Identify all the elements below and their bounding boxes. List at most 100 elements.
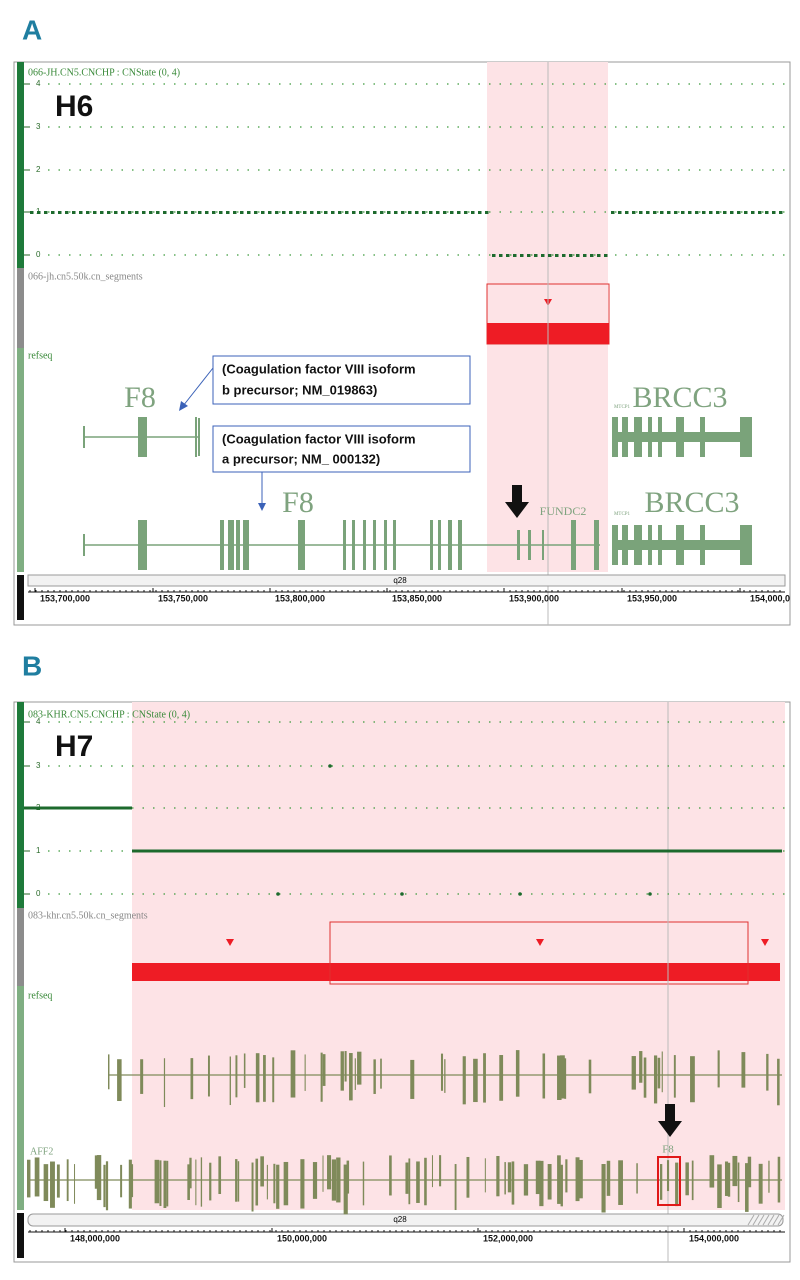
cn-dot (212, 211, 216, 214)
exon (138, 417, 147, 457)
cn-dot (352, 211, 356, 214)
cn-dot (303, 211, 307, 214)
hatch (757, 1214, 765, 1226)
exon (747, 1156, 752, 1188)
exon (724, 1161, 729, 1196)
cn-dot (688, 211, 692, 214)
cn-dot (170, 211, 174, 214)
cn-dot (324, 211, 328, 214)
black-arrow (505, 485, 529, 518)
cn-dot (359, 211, 363, 214)
callout-text: (Coagulation factor VIII isoform (222, 361, 416, 376)
cn-dot (604, 254, 608, 257)
cn-dot (142, 211, 146, 214)
track-label: 083-KHR.CN5.CNCHP : CNState (0, 4) (28, 709, 190, 720)
cn-dot (751, 211, 755, 214)
exon (517, 530, 520, 560)
cn-tick-label: 3 (36, 761, 41, 770)
cn-tick-label: 0 (36, 889, 41, 898)
cn-dot (646, 211, 650, 214)
exon (393, 520, 396, 570)
cn-dot (317, 211, 321, 214)
exon (27, 1159, 31, 1198)
exon (105, 1161, 109, 1211)
exon (639, 1051, 643, 1083)
exon (741, 1052, 746, 1088)
cn-dot (366, 211, 370, 214)
exon (163, 1058, 166, 1108)
exon (138, 520, 147, 570)
exon (661, 1051, 663, 1093)
cn-tick-label: 1 (36, 846, 41, 855)
exon (228, 520, 234, 570)
exon (344, 1051, 347, 1082)
cn-dot (51, 211, 55, 214)
exon (384, 520, 387, 570)
cn-dot (373, 211, 377, 214)
exon (717, 1050, 720, 1088)
exon (732, 1155, 738, 1187)
cn-dot (422, 211, 426, 214)
exon (373, 520, 376, 570)
exon (458, 520, 462, 570)
cn-dot (632, 211, 636, 214)
cn-dot (639, 211, 643, 214)
exon (83, 426, 85, 448)
exon (405, 1162, 409, 1194)
exon (117, 1059, 122, 1102)
exon (690, 1056, 695, 1103)
exon (515, 1050, 520, 1097)
exon (440, 1053, 444, 1091)
exon (66, 1159, 69, 1202)
exon (237, 1161, 240, 1202)
cn-dot (289, 211, 293, 214)
cn-dot (562, 254, 566, 257)
sample-label: H6 (55, 90, 93, 123)
cn-dot (653, 211, 657, 214)
exon (340, 1051, 344, 1091)
exon (758, 1163, 763, 1204)
exon (727, 1162, 731, 1197)
exon (643, 1057, 647, 1098)
exon (565, 1159, 568, 1193)
callout-text: (Coagulation factor VIII isoform (222, 431, 416, 446)
track-label: refseq (28, 350, 52, 361)
cn-dot (107, 211, 111, 214)
cn-dot (296, 211, 300, 214)
exon (83, 534, 85, 556)
cn-dot (520, 254, 524, 257)
exon (691, 1160, 694, 1201)
exon (255, 1158, 259, 1206)
cn-dot (58, 211, 62, 214)
exon (243, 520, 249, 570)
exon (131, 1164, 134, 1198)
exon (636, 1163, 638, 1194)
track-label: 066-JH.CN5.CNCHP : CNState (0, 4) (28, 67, 180, 78)
axis-tick-label: 148,000,000 (70, 1233, 120, 1243)
exon (220, 520, 224, 570)
cn-dot (597, 254, 601, 257)
hatch (777, 1214, 785, 1226)
exon (50, 1161, 55, 1208)
exon (74, 1164, 76, 1204)
exon (657, 1057, 661, 1089)
exon (631, 1056, 636, 1090)
cn-tick-label: 4 (36, 79, 41, 88)
cn-dot (275, 211, 279, 214)
exon (320, 1052, 323, 1102)
exon (190, 1058, 194, 1100)
exon (251, 1162, 254, 1212)
cn-dot (450, 211, 454, 214)
exon (777, 1156, 781, 1203)
arrow-head (258, 503, 266, 511)
exon (266, 1164, 268, 1200)
exon (300, 1159, 305, 1209)
exon (166, 1160, 169, 1207)
cn-dot (310, 211, 314, 214)
exon (606, 1160, 611, 1196)
exon (535, 1160, 541, 1195)
cn-dot (779, 211, 783, 214)
exon (542, 1053, 546, 1099)
marker (761, 939, 769, 946)
exon (653, 1055, 658, 1104)
